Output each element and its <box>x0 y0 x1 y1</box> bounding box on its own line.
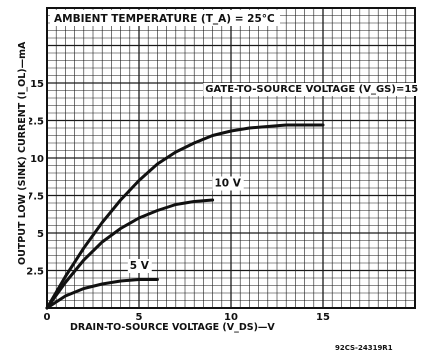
y-tick-label: 5 <box>37 229 44 240</box>
series-line-vgs-10v <box>45 198 215 310</box>
series-label-bg <box>212 176 244 191</box>
series-label-vgs-10v: 10 V <box>214 178 241 190</box>
y-tick-label: 10 <box>30 154 44 165</box>
series-label-vgs-15v: GATE-TO-SOURCE VOLTAGE (V_GS)=15 V <box>205 84 421 95</box>
x-axis-label-bg <box>68 321 278 334</box>
series-labels: GATE-TO-SOURCE VOLTAGE (V_GS)=15 V 10 V 5 … <box>127 83 421 273</box>
grid <box>46 7 416 309</box>
x-tick-label: 15 <box>316 312 330 323</box>
series-line-vgs-15v <box>45 123 325 310</box>
plot-border <box>46 7 416 309</box>
title-bg <box>50 10 280 26</box>
series-label-bg <box>203 83 421 96</box>
series-label-vgs-5v: 5 V <box>130 260 150 272</box>
x-axis-label: DRAIN-TO-SOURCE VOLTAGE (V_DS)—V <box>70 322 275 333</box>
y-tick-label: 15 <box>30 79 44 90</box>
y-axis-label-bg <box>16 38 29 267</box>
y-tick-label: 12.5 <box>19 117 44 128</box>
y-tick-label: 2.5 <box>26 267 44 278</box>
x-tick-label: 5 <box>136 312 143 323</box>
tick-labels: 0 5 10 15 2.5 5 7.5 10 12.5 15 <box>19 79 330 323</box>
series-line-vgs-5v <box>45 278 159 310</box>
x-tick-label: 0 <box>44 312 51 323</box>
figure-code: 92CS-24319R1 <box>335 344 393 352</box>
series-label-bg <box>127 259 152 273</box>
series-lines <box>45 123 325 310</box>
x-tick-label: 10 <box>224 312 238 323</box>
chart-title: AMBIENT TEMPERATURE (T_A) = 25°C <box>54 13 275 25</box>
y-tick-label: 7.5 <box>26 192 44 203</box>
y-axis-label: OUTPUT LOW (SINK) CURRENT (I_OL)—mA <box>17 41 28 265</box>
